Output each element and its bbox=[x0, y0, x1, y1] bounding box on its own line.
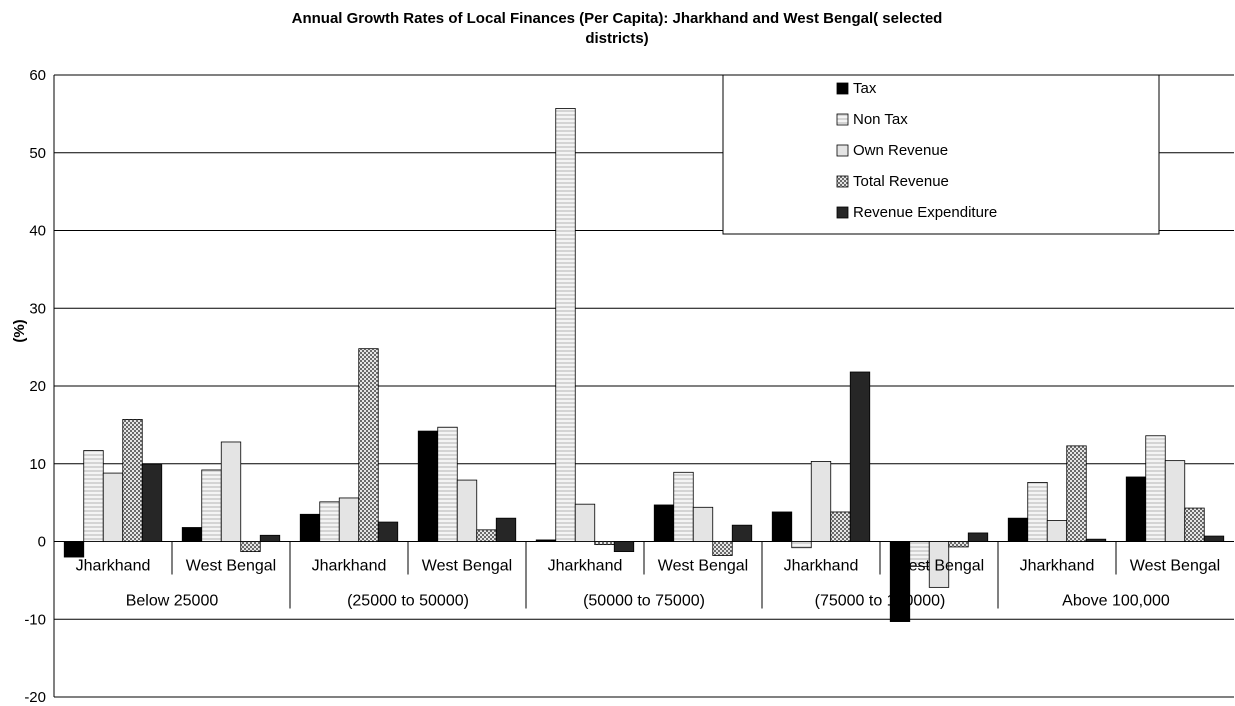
bar-own-revenue bbox=[1164, 460, 1186, 542]
bar-own-revenue bbox=[102, 472, 124, 542]
bar-non-tax bbox=[555, 108, 576, 542]
bar-tax bbox=[1125, 476, 1147, 542]
legend-label: Total Revenue bbox=[853, 173, 949, 190]
legend-label: Non Tax bbox=[853, 111, 908, 128]
bar-non-tax bbox=[1145, 435, 1166, 542]
bar-revenue-expenditure bbox=[967, 532, 989, 542]
bar-own-revenue bbox=[810, 461, 832, 542]
chart-title-line-1: Annual Growth Rates of Local Finances (P… bbox=[292, 10, 943, 27]
x-group-label: (75000 to 100000) bbox=[815, 593, 946, 610]
y-axis-label: (%) bbox=[11, 319, 28, 342]
bar-revenue-expenditure bbox=[849, 371, 871, 542]
bar-own-revenue bbox=[574, 503, 596, 542]
bar-non-tax bbox=[437, 426, 458, 542]
bar-total-revenue bbox=[1184, 507, 1205, 542]
legend-swatch bbox=[836, 113, 849, 126]
bar-total-revenue bbox=[122, 419, 143, 542]
bar-revenue-expenditure bbox=[495, 517, 517, 542]
bar-non-tax bbox=[83, 450, 104, 542]
x-category-label: West Bengal bbox=[1130, 558, 1220, 575]
axes bbox=[53, 75, 1234, 698]
bar-revenue-expenditure bbox=[731, 524, 753, 542]
x-category-label: Jharkhand bbox=[76, 558, 151, 575]
bar-tax bbox=[535, 539, 557, 542]
x-category-label: West Bengal bbox=[422, 558, 512, 575]
y-tick-label: 20 bbox=[29, 378, 46, 395]
bar-tax bbox=[889, 541, 911, 622]
y-tick-label: 50 bbox=[29, 145, 46, 162]
chart-title-line-2: districts) bbox=[585, 30, 648, 47]
x-category-label: West Bengal bbox=[894, 558, 984, 575]
bar-revenue-expenditure bbox=[1085, 538, 1107, 542]
bar-own-revenue bbox=[338, 497, 360, 542]
x-category-labels: Jharkhand West Bengal Jharkhand West Bengal… bbox=[76, 541, 1220, 610]
bar-revenue-expenditure bbox=[377, 521, 399, 542]
y-tick-labels: -20 -10 0 10 20 30 40 50 60 bbox=[24, 67, 46, 706]
legend-swatch bbox=[836, 175, 849, 188]
bar-own-revenue bbox=[456, 479, 478, 542]
legend-box bbox=[722, 74, 1160, 235]
x-group-label: (50000 to 75000) bbox=[583, 593, 705, 610]
bar-non-tax bbox=[673, 471, 694, 542]
legend-swatch bbox=[836, 144, 849, 157]
y-tick-label: 0 bbox=[38, 534, 46, 551]
bar-total-revenue bbox=[1066, 445, 1087, 542]
legend-swatch bbox=[836, 206, 849, 219]
x-category-label: Jharkhand bbox=[1020, 558, 1095, 575]
bar-tax bbox=[299, 513, 321, 542]
bar-revenue-expenditure bbox=[1203, 535, 1225, 542]
bar-tax bbox=[1007, 517, 1029, 542]
bar-revenue-expenditure bbox=[613, 541, 635, 553]
bar-tax bbox=[181, 527, 203, 542]
bar-own-revenue bbox=[692, 506, 714, 542]
x-category-label: Jharkhand bbox=[312, 558, 387, 575]
y-tick-label: 10 bbox=[29, 456, 46, 473]
bar-total-revenue bbox=[358, 348, 379, 542]
legend-label: Tax bbox=[853, 80, 877, 97]
x-category-label: West Bengal bbox=[186, 558, 276, 575]
bar-total-revenue bbox=[830, 511, 851, 542]
bars-layer bbox=[63, 108, 1225, 622]
x-group-label: Below 25000 bbox=[126, 593, 219, 610]
legend-label: Own Revenue bbox=[853, 142, 948, 159]
bar-own-revenue bbox=[1046, 520, 1068, 542]
bar-tax bbox=[771, 511, 793, 542]
bar-tax bbox=[417, 430, 439, 542]
y-tick-label: 30 bbox=[29, 300, 46, 317]
x-group-label: Above 100,000 bbox=[1062, 593, 1170, 610]
bar-total-revenue bbox=[594, 541, 615, 546]
x-group-label: (25000 to 50000) bbox=[347, 593, 469, 610]
bar-non-tax bbox=[201, 469, 222, 542]
y-tick-label: 60 bbox=[29, 67, 46, 84]
bar-non-tax bbox=[319, 501, 340, 542]
bar-total-revenue bbox=[240, 541, 261, 553]
bar-total-revenue bbox=[948, 541, 969, 548]
x-category-label: Jharkhand bbox=[548, 558, 623, 575]
legend-label: Revenue Expenditure bbox=[853, 204, 997, 221]
x-category-label: West Bengal bbox=[658, 558, 748, 575]
bar-total-revenue bbox=[712, 541, 733, 556]
bar-non-tax bbox=[791, 541, 812, 549]
y-tick-label: -10 bbox=[24, 611, 46, 628]
legend: Tax Non Tax Own Revenue Total Revenue Revenu… bbox=[722, 74, 1160, 235]
bar-own-revenue bbox=[220, 441, 242, 542]
bar-revenue-expenditure bbox=[141, 464, 163, 542]
legend-swatch bbox=[836, 82, 849, 95]
y-tick-label: 40 bbox=[29, 223, 46, 240]
bar-non-tax bbox=[1027, 482, 1048, 542]
bar-total-revenue bbox=[476, 529, 497, 542]
bar-tax bbox=[63, 541, 85, 558]
bar-tax bbox=[653, 504, 675, 542]
bar-revenue-expenditure bbox=[259, 534, 281, 542]
x-category-label: Jharkhand bbox=[784, 558, 859, 575]
y-tick-label: -20 bbox=[24, 689, 46, 706]
bar-own-revenue bbox=[928, 541, 950, 588]
